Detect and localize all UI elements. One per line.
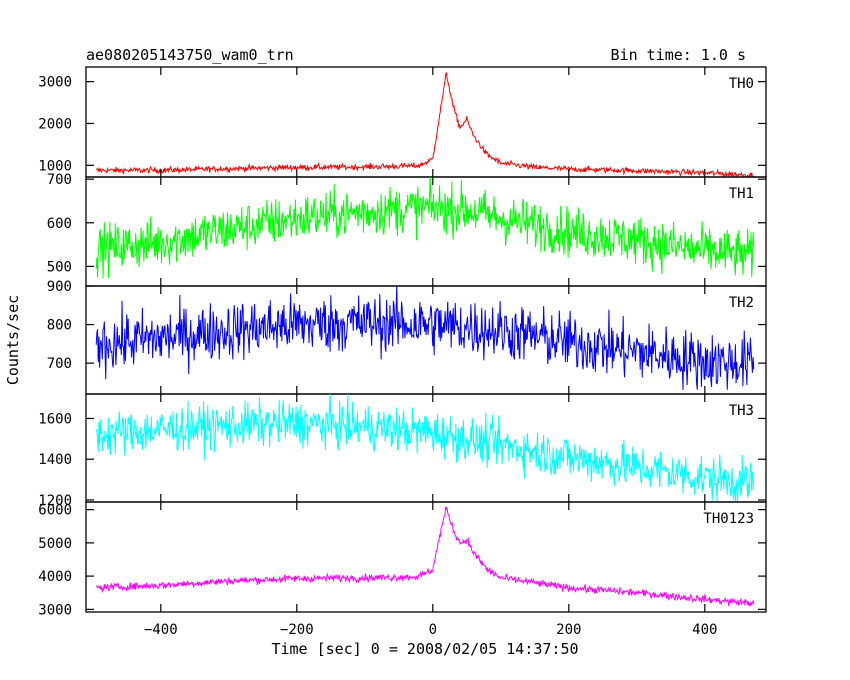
y-tick-label: 500 — [47, 259, 72, 275]
series-line-th1 — [95, 177, 755, 279]
x-tick-label: 200 — [556, 622, 581, 638]
y-tick-label: 6000 — [38, 503, 72, 519]
y-tick-label: 3000 — [38, 602, 72, 618]
series-line-th0 — [95, 72, 755, 177]
x-tick-label: 0 — [429, 622, 437, 638]
x-axis-title: Time [sec] 0 = 2008/02/05 14:37:50 — [271, 640, 578, 658]
panel-frame — [85, 176, 767, 287]
y-tick-label: 2000 — [38, 116, 72, 132]
y-tick-label: 1400 — [38, 452, 72, 468]
y-tick-label: 3000 — [38, 75, 72, 91]
y-tick-label: 1000 — [38, 158, 72, 174]
panel-th3: 1200 1400 1600 TH3 — [38, 393, 767, 509]
y-tick-label: 900 — [47, 279, 72, 295]
panel-label-th0123: TH0123 — [703, 511, 754, 527]
panel-label-th1: TH1 — [729, 186, 754, 202]
y-tick-label: 5000 — [38, 536, 72, 552]
panel-th0: 1000 2000 3000 TH0 — [38, 66, 767, 178]
panel-th2: 700 800 900 TH2 — [47, 279, 767, 395]
x-tick-label: −200 — [280, 622, 314, 638]
series-line-th2 — [95, 286, 755, 390]
series-line-th3 — [95, 394, 755, 502]
panel-label-th0: TH0 — [729, 76, 754, 92]
y-tick-label: 4000 — [38, 569, 72, 585]
y-tick-label: 800 — [47, 318, 72, 334]
x-tick-label: −400 — [144, 622, 178, 638]
plot-title: ae080205143750_wam0_trn — [86, 46, 294, 64]
y-tick-label: 600 — [47, 216, 72, 232]
y-tick-label: 700 — [47, 172, 72, 188]
panel-frame — [85, 66, 767, 178]
panel-label-th2: TH2 — [729, 295, 754, 311]
panel-th0123: 3000 4000 5000 6000 TH0123 — [38, 501, 767, 618]
y-axis-title: Counts/sec — [4, 295, 22, 385]
series-line-th0123 — [95, 506, 755, 607]
x-tick-label: 400 — [692, 622, 717, 638]
panel-label-th3: TH3 — [729, 403, 754, 419]
y-tick-label: 700 — [47, 356, 72, 372]
y-tick-label: 1600 — [38, 411, 72, 427]
y-tick-label: 1200 — [38, 493, 72, 509]
panel-th1: 500 600 700 TH1 — [47, 172, 767, 287]
bin-time-label: Bin time: 1.0 s — [611, 46, 746, 64]
panel-frame — [85, 501, 767, 613]
